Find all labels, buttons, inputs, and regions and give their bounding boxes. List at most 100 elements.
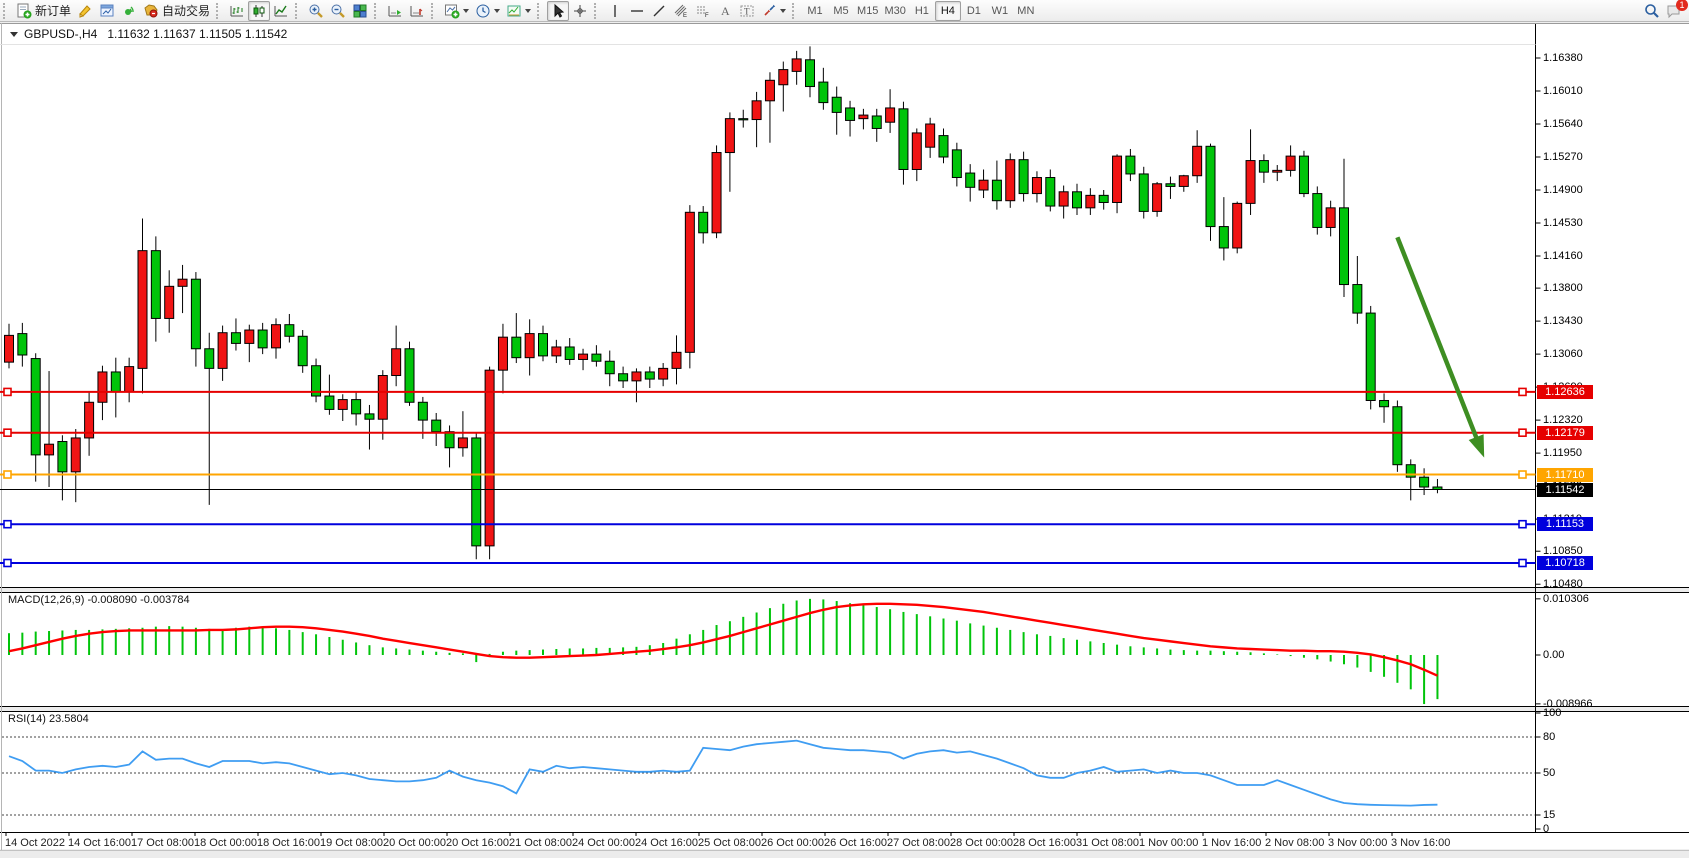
line-handle — [3, 558, 12, 568]
bull-candle — [711, 152, 722, 234]
timeframe-d1-button[interactable]: D1 — [966, 4, 981, 17]
timeframe-mn-button[interactable]: MN — [1017, 4, 1035, 17]
tile-windows-button[interactable] — [349, 1, 371, 21]
timeframe-m5-button[interactable]: M5 — [833, 4, 849, 17]
timeframe-m15-button[interactable]: M15 — [857, 4, 879, 17]
toolbar-group-handle[interactable] — [374, 2, 380, 19]
price-axis-tick-label: 1.13800 — [1543, 282, 1583, 295]
text-button[interactable]: A — [714, 1, 736, 21]
toolbar-group-handle[interactable] — [537, 2, 543, 19]
zoom-out-button[interactable] — [327, 1, 349, 21]
price-axis-tick-label: 1.14530 — [1543, 217, 1583, 229]
timeframe-h4-button[interactable]: H4 — [934, 0, 961, 21]
arrows-button[interactable] — [758, 1, 789, 21]
vertical-line-button[interactable] — [604, 1, 626, 21]
new-order-button[interactable]: 新订单 — [13, 1, 74, 21]
bull-candle — [1058, 191, 1069, 207]
bar-chart-icon — [230, 5, 244, 16]
bear-candle — [431, 419, 442, 433]
svg-text:E: E — [683, 13, 687, 19]
bull-candle — [631, 371, 642, 382]
crosshair-icon — [574, 4, 587, 17]
bull-candle — [124, 366, 135, 393]
bar-chart-button[interactable] — [226, 1, 248, 21]
templates-button[interactable] — [503, 1, 534, 21]
price-axis-tick-label: 1.14160 — [1543, 250, 1583, 262]
text-label-button[interactable]: T — [736, 1, 758, 21]
time-axis-label: 28 Oct 00:00 — [950, 837, 1013, 849]
toolbar-group-handle[interactable] — [216, 2, 222, 19]
horizontal-line-button[interactable] — [626, 1, 648, 21]
price-line-label: 1.11542 — [1537, 482, 1593, 497]
timeframe-h1-button[interactable]: H1 — [914, 4, 929, 17]
svg-text:T: T — [744, 6, 750, 16]
zoom-out-icon — [331, 4, 345, 18]
equidistant-channel-button[interactable]: E — [670, 1, 692, 21]
bull-candle — [1178, 175, 1189, 187]
autotrading-button[interactable]: 自动交易 — [140, 1, 213, 21]
trendline-button[interactable] — [648, 1, 670, 21]
bull-candle — [377, 375, 388, 420]
fibonacci-button[interactable]: F — [692, 1, 714, 21]
time-axis-label: 18 Oct 16:00 — [257, 837, 320, 849]
time-axis-label: 28 Oct 16:00 — [1013, 837, 1076, 849]
zoom-in-button[interactable] — [305, 1, 327, 21]
time-axis-label: 31 Oct 08:00 — [1076, 837, 1139, 849]
highlighter-button[interactable] — [74, 1, 96, 21]
signals-button[interactable] — [118, 1, 140, 21]
bull-candle — [497, 336, 508, 371]
bear-candle — [564, 346, 575, 360]
timeframe-m1-button[interactable]: M1 — [807, 4, 823, 17]
toolbar-group-handle[interactable] — [594, 2, 600, 19]
bull-candle — [70, 437, 81, 473]
bear-candle — [404, 348, 415, 403]
bull-candle — [137, 250, 148, 369]
highlighter-icon — [79, 4, 91, 18]
bear-candle — [204, 348, 215, 369]
timeframe-w1-button[interactable]: W1 — [991, 4, 1009, 17]
bull-candle — [671, 351, 682, 369]
auto-scroll-icon — [388, 5, 402, 16]
time-axis-label: 3 Nov 16:00 — [1391, 837, 1451, 849]
toolbar-group-handle[interactable] — [431, 2, 437, 19]
bull-candle — [4, 334, 14, 363]
price-axis-tick-label: 1.14900 — [1543, 184, 1583, 196]
price-axis-tick-label: 1.16010 — [1543, 85, 1583, 97]
toolbar-group-handle[interactable] — [295, 2, 301, 19]
toolbar-group-handle[interactable] — [3, 2, 9, 19]
time-axis-label: 17 Oct 08:00 — [131, 837, 194, 849]
chart-dropdown-icon[interactable] — [10, 31, 18, 37]
cursor-button[interactable] — [547, 0, 570, 21]
bear-candle — [471, 437, 482, 547]
chart-shift-button[interactable] — [406, 1, 428, 21]
timeframe-m30-button[interactable]: M30 — [884, 4, 906, 17]
charts-window-button[interactable] — [96, 1, 118, 21]
time-axis-label: 24 Oct 00:00 — [572, 837, 635, 849]
zoom-in-icon — [309, 4, 323, 18]
periods-button[interactable] — [472, 1, 503, 21]
bear-candle — [230, 332, 241, 344]
candlestick-button[interactable] — [248, 0, 271, 21]
equidistant-channel-icon: E — [674, 4, 687, 19]
bull-candle — [164, 285, 175, 319]
indicators-icon — [445, 4, 460, 18]
svg-text:A: A — [721, 4, 730, 18]
bear-candle — [818, 81, 829, 104]
bear-candle — [17, 333, 28, 356]
bull-candle — [658, 367, 669, 380]
toolbar-group-handle[interactable] — [792, 2, 798, 19]
search-button[interactable] — [1641, 1, 1663, 21]
crosshair-button[interactable] — [569, 1, 591, 21]
indicators-button[interactable] — [441, 1, 472, 21]
macd-axis-label: -0.008966 — [1543, 697, 1593, 710]
fibonacci-icon: F — [697, 6, 709, 19]
auto-scroll-button[interactable] — [384, 1, 406, 21]
autotrading-label: 自动交易 — [162, 4, 211, 18]
time-axis-label: 14 Oct 16:00 — [68, 837, 131, 849]
bull-candle — [1272, 169, 1283, 173]
notifications-button[interactable]: 1 — [1663, 0, 1688, 21]
bear-candle — [150, 250, 161, 319]
line-chart-button[interactable] — [270, 1, 292, 21]
bull-candle — [457, 437, 468, 449]
